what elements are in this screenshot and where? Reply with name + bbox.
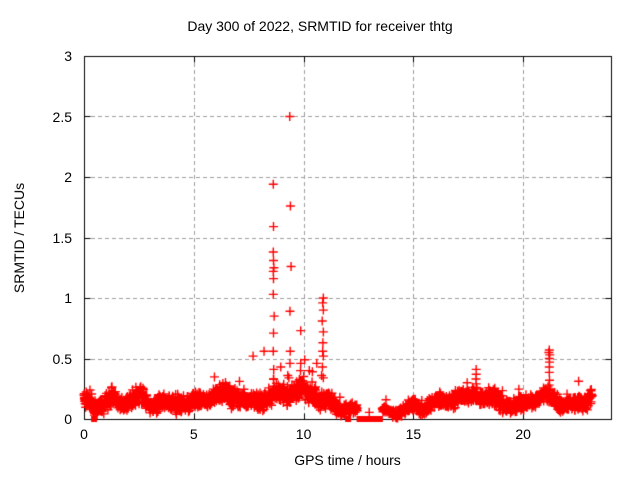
y-tick-label: 2 bbox=[64, 169, 72, 185]
y-tick-label: 0 bbox=[64, 411, 72, 427]
y-tick-label: 1 bbox=[64, 290, 72, 306]
y-tick-label: 2.5 bbox=[52, 108, 72, 125]
x-tick-label: 20 bbox=[515, 426, 531, 442]
x-tick-label: 10 bbox=[295, 426, 312, 442]
x-tick-label: 0 bbox=[80, 426, 88, 442]
y-tick-label: 3 bbox=[64, 48, 72, 64]
chart-title: Day 300 of 2022, SRMTID for receiver tht… bbox=[187, 18, 453, 34]
x-tick-label: 5 bbox=[189, 426, 198, 442]
x-axis-label: GPS time / hours bbox=[294, 452, 401, 468]
y-tick-label: 1.5 bbox=[52, 229, 72, 246]
y-tick-label: 0.5 bbox=[52, 350, 72, 367]
x-tick-label: 15 bbox=[405, 426, 422, 442]
